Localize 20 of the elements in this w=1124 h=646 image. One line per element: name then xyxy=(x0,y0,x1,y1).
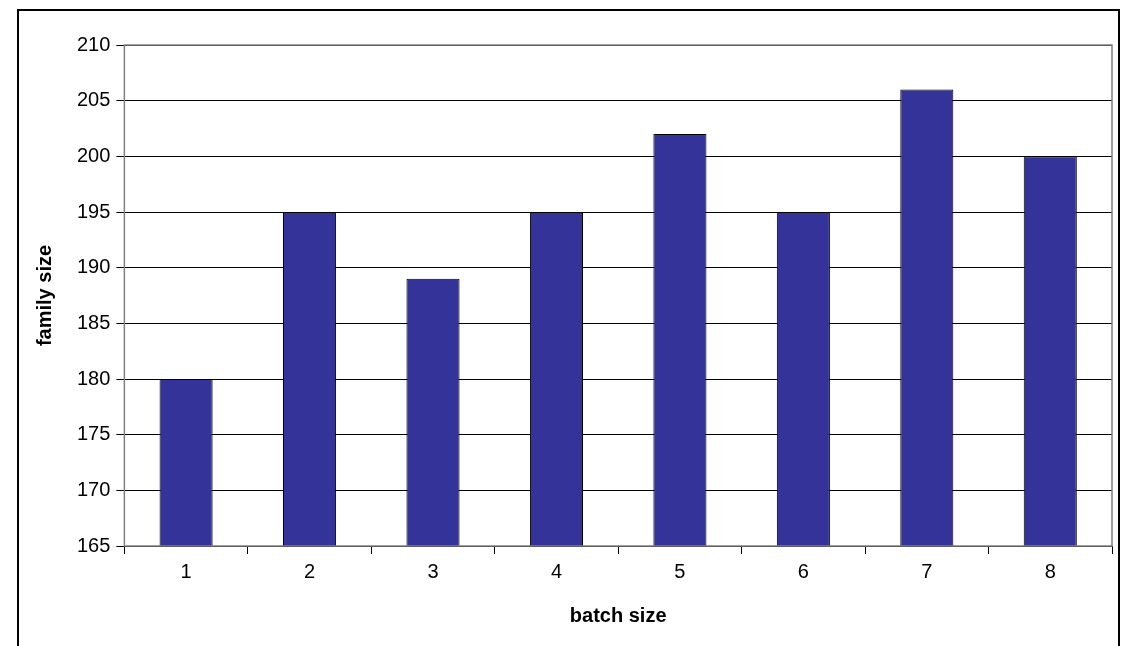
y-tick-label: 170 xyxy=(76,477,111,500)
x-tick-label: 1 xyxy=(180,559,192,582)
y-tick-label: 175 xyxy=(76,422,111,445)
x-tick-label: 3 xyxy=(427,559,439,582)
y-tick-label: 190 xyxy=(76,255,111,278)
x-axis-title: batch size xyxy=(569,603,667,626)
y-tick-label: 210 xyxy=(76,32,111,55)
y-tick-label: 200 xyxy=(76,143,111,166)
y-tick-label: 165 xyxy=(76,533,111,556)
x-tick-label: 4 xyxy=(550,559,563,582)
x-tick-label: 2 xyxy=(303,559,316,582)
x-tick-label: 5 xyxy=(674,559,686,582)
x-tick-label: 8 xyxy=(1044,559,1056,582)
y-tick-label: 205 xyxy=(76,88,111,111)
y-tick-label: 185 xyxy=(76,310,111,333)
y-tick-label: 180 xyxy=(76,366,111,389)
x-tick-label: 7 xyxy=(921,559,933,582)
y-axis-title: family size xyxy=(32,244,55,347)
y-tick-label: 195 xyxy=(76,199,111,222)
x-tick-label: 6 xyxy=(797,559,809,582)
